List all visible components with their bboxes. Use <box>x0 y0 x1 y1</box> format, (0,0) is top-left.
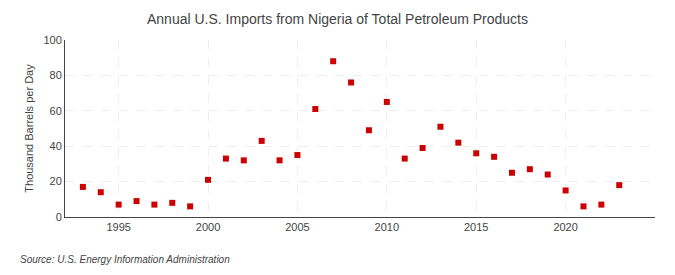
svg-text:40: 40 <box>50 140 62 152</box>
svg-text:Source: U.S. Energy Informatio: Source: U.S. Energy Information Administ… <box>20 254 230 265</box>
svg-text:0: 0 <box>56 211 62 223</box>
svg-text:2015: 2015 <box>464 221 488 233</box>
svg-text:1995: 1995 <box>106 221 130 233</box>
svg-text:80: 80 <box>50 69 62 81</box>
svg-text:Thousand Barrels per Day: Thousand Barrels per Day <box>23 64 35 193</box>
svg-text:20: 20 <box>50 175 62 187</box>
svg-text:Annual U.S. Imports from Niger: Annual U.S. Imports from Nigeria of Tota… <box>147 11 528 27</box>
svg-text:100: 100 <box>43 34 61 46</box>
svg-text:2005: 2005 <box>285 221 309 233</box>
svg-text:2000: 2000 <box>196 221 220 233</box>
svg-text:60: 60 <box>50 105 62 117</box>
svg-text:2020: 2020 <box>553 221 577 233</box>
svg-text:2010: 2010 <box>375 221 399 233</box>
